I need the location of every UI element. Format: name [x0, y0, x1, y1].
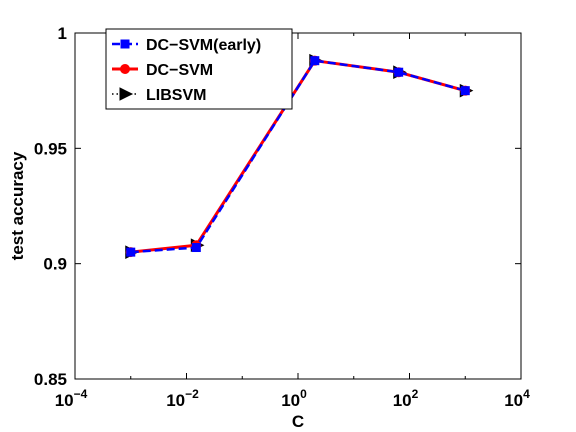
x-tick-label: 10−4	[55, 387, 88, 410]
axis-ticks: 10−4 10−2 100 102 104 0.85 0.9 0.95 1	[34, 24, 530, 410]
data-point	[310, 56, 320, 66]
legend-marker	[119, 87, 134, 101]
y-tick-label: 0.9	[43, 255, 67, 274]
legend-label: LIBSVM	[146, 87, 206, 104]
data-point	[460, 86, 470, 96]
data-point	[126, 247, 136, 257]
legend-label: DC−SVM	[146, 62, 213, 79]
y-axis-label: test accuracy	[8, 151, 27, 260]
y-tick-label: 0.95	[34, 139, 67, 158]
data-point	[394, 67, 404, 77]
series-0	[126, 56, 470, 257]
x-tick-label: 10−2	[166, 387, 199, 410]
data-point	[191, 243, 201, 253]
series-line	[130, 59, 466, 254]
y-tick-label: 0.85	[34, 370, 67, 389]
x-tick-label: 102	[393, 387, 419, 410]
x-tick-label: 104	[504, 387, 530, 410]
legend-marker	[120, 64, 130, 74]
y-tick-label: 1	[58, 24, 67, 43]
x-axis-label: C	[292, 412, 304, 431]
legend-marker	[120, 39, 130, 49]
legend: DC−SVM(early) DC−SVM LIBSVM	[105, 28, 293, 110]
legend-label: DC−SVM(early)	[146, 37, 261, 54]
x-tick-label: 100	[281, 387, 307, 410]
series-layer	[125, 53, 474, 259]
